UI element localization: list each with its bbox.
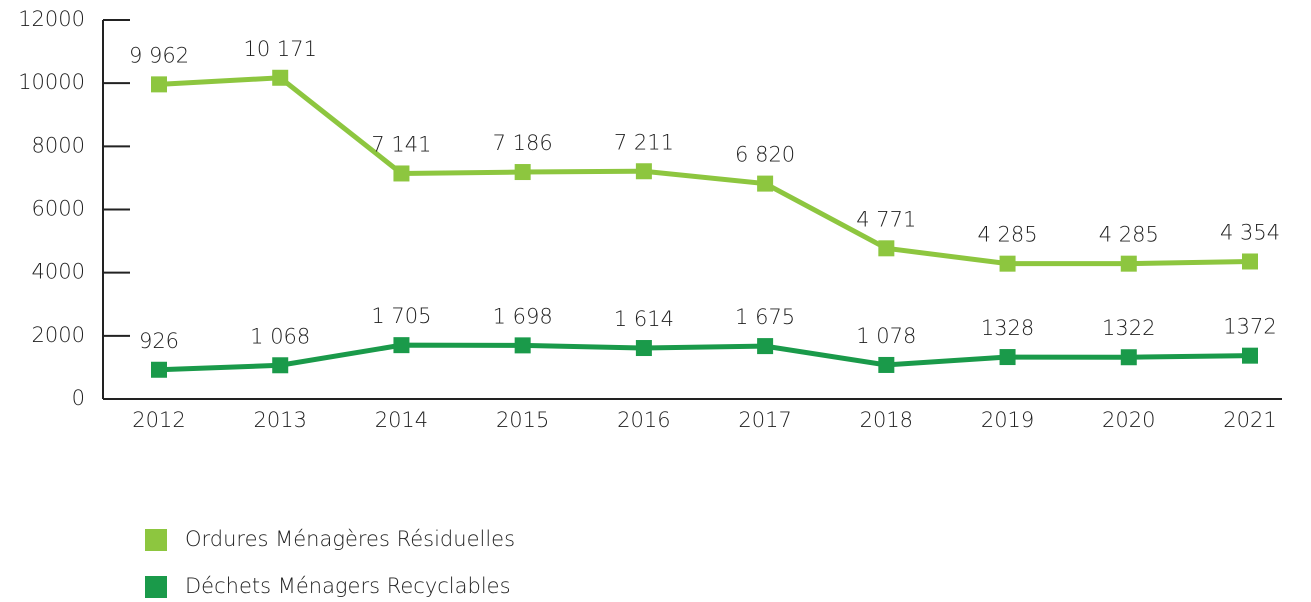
data-label: 1 078 — [856, 324, 916, 348]
x-tick-label: 2018 — [860, 408, 913, 432]
marker — [151, 361, 167, 378]
data-label: 1 698 — [493, 304, 553, 328]
x-tick-label: 2014 — [375, 408, 428, 432]
data-label: 4 285 — [977, 223, 1037, 247]
marker — [272, 69, 289, 86]
series-line — [158, 75, 1251, 267]
legend-swatch — [145, 529, 167, 551]
marker — [393, 165, 410, 182]
data-label: 7 141 — [371, 132, 431, 156]
marker — [757, 175, 774, 192]
y-tick-label: 4000 — [32, 260, 85, 284]
legend-label: Déchets Ménagers Recyclables — [185, 574, 511, 598]
data-label: 1 614 — [614, 307, 674, 331]
data-label: 1 068 — [250, 324, 310, 348]
y-tick-label: 10000 — [18, 70, 85, 94]
y-tick-label: 0 — [72, 386, 85, 410]
x-tick-label: 2019 — [981, 408, 1034, 432]
x-tick-label: 2016 — [617, 408, 670, 432]
data-label: 7 211 — [614, 130, 674, 154]
series-line — [158, 342, 1251, 373]
data-label: 1322 — [1102, 316, 1155, 340]
marker — [878, 356, 895, 373]
marker — [999, 349, 1016, 366]
data-label: 10 171 — [243, 37, 316, 61]
marker — [514, 164, 531, 181]
x-tick-label: 2021 — [1223, 408, 1276, 432]
marker — [635, 340, 652, 357]
legend-swatch — [145, 576, 167, 598]
marker — [757, 338, 774, 355]
y-tick-label: 6000 — [32, 197, 85, 221]
data-label: 7 186 — [493, 131, 553, 155]
marker — [999, 255, 1016, 272]
data-label: 1372 — [1223, 315, 1276, 339]
y-tick-label: 12000 — [18, 7, 85, 31]
data-label: 1328 — [981, 316, 1034, 340]
marker — [393, 337, 410, 354]
x-tick-label: 2015 — [496, 408, 549, 432]
legend-label: Ordures Ménagères Résiduelles — [185, 527, 515, 551]
data-label: 4 285 — [1099, 223, 1159, 247]
data-label: 6 820 — [735, 143, 795, 167]
marker — [878, 240, 895, 257]
data-label: 4 771 — [856, 207, 916, 231]
data-label: 9 962 — [129, 43, 189, 67]
marker — [272, 357, 289, 374]
marker — [635, 163, 652, 180]
y-tick-label: 2000 — [32, 323, 85, 347]
x-tick-label: 2013 — [253, 408, 306, 432]
x-tick-label: 2017 — [738, 408, 791, 432]
data-label: 926 — [139, 329, 179, 353]
marker — [1242, 253, 1258, 270]
marker — [1242, 347, 1258, 364]
x-tick-label: 2020 — [1102, 408, 1155, 432]
marker — [151, 76, 167, 93]
marker — [1120, 349, 1137, 366]
marker — [1120, 255, 1137, 272]
data-label: 1 675 — [735, 305, 795, 329]
x-tick-label: 2012 — [132, 408, 185, 432]
data-label: 1 705 — [371, 304, 431, 328]
y-tick-label: 8000 — [32, 133, 85, 157]
marker — [514, 337, 531, 354]
data-label: 4 354 — [1220, 220, 1280, 244]
